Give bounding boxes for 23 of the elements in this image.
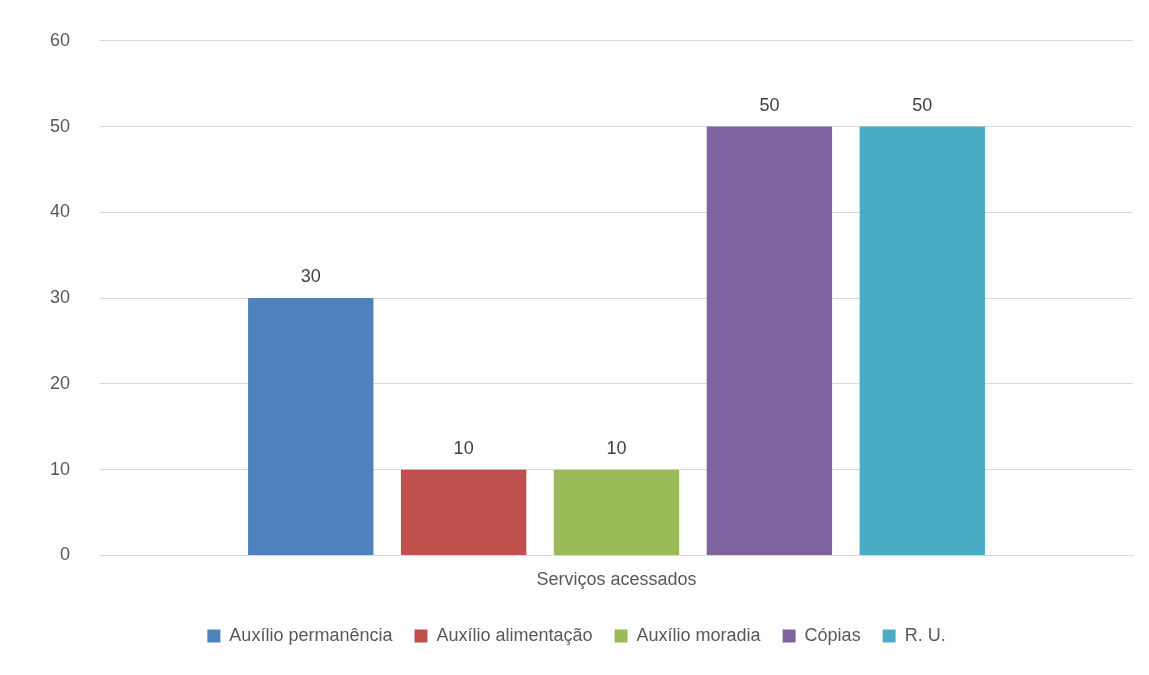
legend-label: Auxílio moradia: [636, 624, 762, 645]
data-label: 30: [300, 266, 321, 287]
data-label: 50: [912, 94, 933, 115]
data-label: 10: [606, 437, 627, 458]
y-tick-label: 40: [49, 201, 71, 222]
y-tick-label: 30: [49, 287, 71, 308]
bar: [706, 126, 833, 555]
legend-label: R. U.: [904, 624, 946, 645]
data-label: 50: [759, 94, 780, 115]
bar: [859, 126, 985, 555]
data-label: 10: [453, 437, 474, 458]
y-tick-label: 20: [49, 372, 71, 393]
y-tick-label: 60: [49, 29, 71, 50]
legend-label: Auxílio alimentação: [436, 624, 593, 645]
x-tick-label: Serviços acessados: [536, 569, 697, 590]
y-tick-label: 10: [49, 458, 71, 479]
legend-label: Auxílio permanência: [229, 624, 394, 645]
y-tick-label: 0: [60, 544, 71, 565]
bar: [400, 469, 527, 555]
legend-label: Cópias: [804, 624, 861, 645]
bar: [553, 469, 680, 555]
y-tick-label: 50: [49, 115, 71, 136]
bar: [248, 298, 374, 555]
